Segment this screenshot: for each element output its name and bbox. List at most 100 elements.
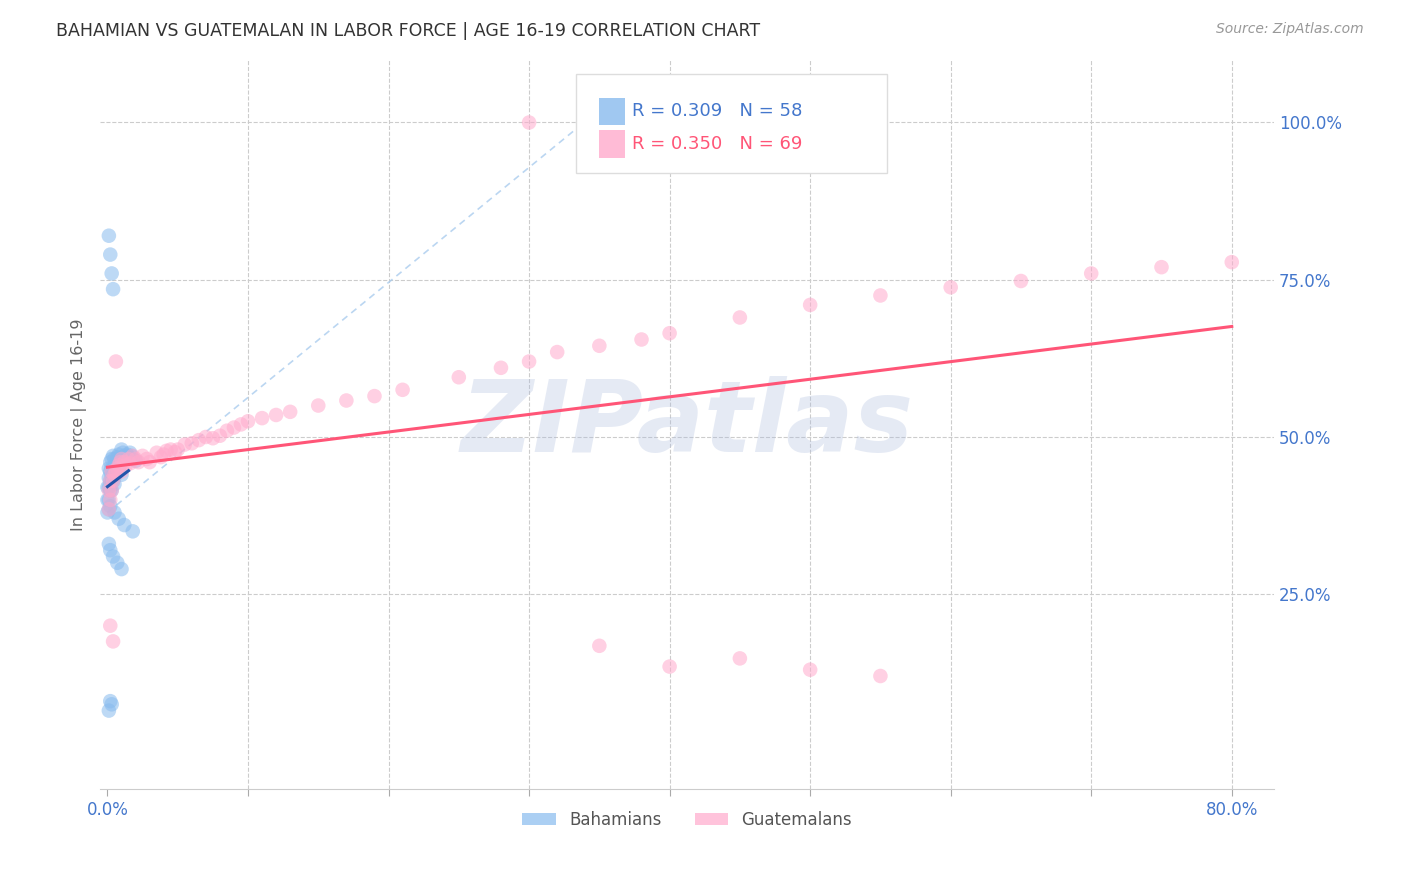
Point	[96, 480, 118, 494]
Point	[728, 310, 751, 325]
Point	[869, 288, 891, 302]
Point	[98, 455, 121, 469]
Text: Source: ZipAtlas.com: Source: ZipAtlas.com	[1216, 22, 1364, 37]
Text: ZIPatlas: ZIPatlas	[461, 376, 914, 473]
Point	[107, 448, 129, 462]
FancyBboxPatch shape	[575, 74, 887, 173]
Point	[120, 449, 142, 463]
Point	[100, 698, 122, 712]
Point	[112, 455, 135, 469]
Point	[124, 452, 146, 467]
Point	[110, 455, 132, 469]
Point	[110, 562, 132, 576]
Point	[103, 506, 125, 520]
Point	[105, 556, 128, 570]
Legend: Bahamians, Guatemalans: Bahamians, Guatemalans	[516, 805, 859, 836]
Point	[101, 634, 124, 648]
Text: BAHAMIAN VS GUATEMALAN IN LABOR FORCE | AGE 16-19 CORRELATION CHART: BAHAMIAN VS GUATEMALAN IN LABOR FORCE | …	[56, 22, 761, 40]
Point	[104, 467, 127, 482]
Point	[97, 502, 120, 516]
Point	[939, 280, 962, 294]
Point	[107, 461, 129, 475]
Point	[110, 442, 132, 457]
Point	[97, 704, 120, 718]
Point	[264, 408, 287, 422]
Point	[112, 449, 135, 463]
Point	[121, 452, 143, 467]
Point	[98, 465, 121, 479]
Point	[96, 506, 118, 520]
Point	[100, 483, 122, 498]
Point	[101, 449, 124, 463]
Point	[363, 389, 385, 403]
Point	[100, 465, 122, 479]
Point	[103, 467, 125, 482]
Point	[799, 298, 821, 312]
Point	[159, 442, 181, 457]
Point	[307, 399, 329, 413]
Point	[97, 483, 120, 498]
FancyBboxPatch shape	[599, 130, 626, 158]
Point	[100, 471, 122, 485]
Point	[105, 461, 128, 475]
Point	[391, 383, 413, 397]
Point	[97, 228, 120, 243]
Point	[110, 467, 132, 482]
Point	[131, 449, 153, 463]
Point	[208, 428, 231, 442]
Point	[96, 492, 118, 507]
Point	[222, 420, 245, 434]
Point	[489, 360, 512, 375]
Point	[127, 455, 149, 469]
Point	[105, 450, 128, 464]
Point	[101, 282, 124, 296]
Point	[166, 442, 188, 457]
Point	[215, 424, 238, 438]
Point	[97, 502, 120, 516]
Text: R = 0.350   N = 69: R = 0.350 N = 69	[633, 136, 803, 153]
Point	[103, 463, 125, 477]
Point	[121, 449, 143, 463]
Point	[180, 436, 202, 450]
Point	[588, 339, 610, 353]
Point	[97, 480, 120, 494]
Point	[118, 446, 141, 460]
Point	[546, 345, 568, 359]
Point	[98, 543, 121, 558]
Point	[447, 370, 470, 384]
Point	[97, 537, 120, 551]
Point	[98, 474, 121, 488]
Point	[278, 405, 301, 419]
Point	[100, 267, 122, 281]
Point	[799, 663, 821, 677]
Point	[104, 465, 127, 479]
Point	[135, 452, 157, 467]
Point	[97, 492, 120, 507]
Point	[101, 474, 124, 488]
Point	[145, 446, 167, 460]
Point	[658, 326, 681, 341]
Point	[517, 115, 540, 129]
Point	[517, 354, 540, 368]
Point	[101, 461, 124, 475]
Point	[728, 651, 751, 665]
Point	[117, 452, 139, 467]
Point	[104, 354, 127, 368]
FancyBboxPatch shape	[599, 97, 626, 125]
Point	[194, 430, 217, 444]
Point	[98, 694, 121, 708]
Point	[229, 417, 252, 432]
Point	[107, 458, 129, 473]
Point	[149, 450, 172, 464]
Point	[101, 474, 124, 488]
Point	[250, 411, 273, 425]
Point	[121, 524, 143, 539]
Point	[103, 452, 125, 467]
Point	[110, 465, 132, 479]
Point	[105, 465, 128, 479]
Point	[104, 455, 127, 469]
Point	[1010, 274, 1032, 288]
Point	[163, 445, 186, 459]
Point	[1080, 267, 1102, 281]
Point	[100, 483, 122, 498]
